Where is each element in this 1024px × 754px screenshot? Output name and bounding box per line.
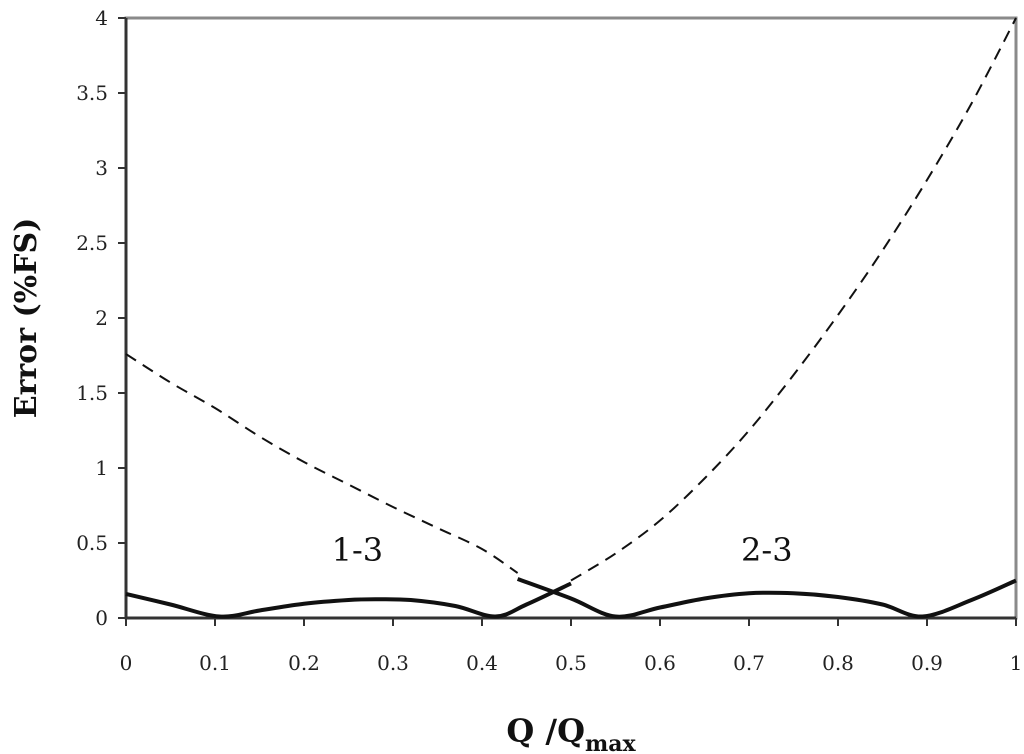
series-layer	[125, 17, 1017, 619]
x-axis-ticks: 0 0.1 0.2 0.3 0.4 0.5 0.6 0.7 0.8 0.9 1	[120, 618, 1023, 675]
y-axis-ticks: 0 0.5 1 1.5 2 2.5 3 3.5 4	[76, 6, 126, 630]
solid-error-curve	[516, 577, 1017, 619]
y-tick-label: 4	[95, 6, 108, 30]
x-tick-label: 0.9	[911, 651, 943, 675]
x-axis-title-subscript: max	[585, 731, 637, 754]
x-tick-label: 0.2	[288, 651, 320, 675]
curve-annotation: 2-3	[741, 531, 793, 569]
x-tick-label: 1	[1010, 651, 1023, 675]
plot-frame	[124, 16, 1018, 620]
x-tick-label: 0.7	[733, 651, 765, 675]
x-tick-label: 0.6	[644, 651, 676, 675]
y-tick-label: 2.5	[76, 231, 108, 255]
x-tick-label: 0.1	[199, 651, 231, 675]
x-tick-label: 0.5	[555, 651, 587, 675]
y-tick-label: 3	[95, 156, 108, 180]
y-tick-label: 1	[95, 456, 108, 480]
x-tick-label: 0.8	[822, 651, 854, 675]
y-tick-label: 0.5	[76, 531, 108, 555]
y-axis-title: Error (%FS)	[9, 218, 44, 419]
y-tick-label: 0	[95, 606, 108, 630]
x-tick-label: 0.3	[377, 651, 409, 675]
x-tick-label: 0.4	[466, 651, 498, 675]
y-tick-label: 2	[95, 306, 108, 330]
curve-annotation: 1-3	[332, 531, 384, 569]
dashed-error-curve	[125, 353, 519, 574]
y-tick-label: 3.5	[76, 81, 108, 105]
x-axis-title-main: Q /Q	[506, 712, 585, 750]
solid-error-curve	[125, 581, 572, 619]
x-axis-title: Q /Qmax	[506, 712, 636, 754]
dashed-error-curve	[570, 17, 1017, 582]
x-tick-label: 0	[120, 651, 133, 675]
y-tick-label: 1.5	[76, 381, 108, 405]
annotation-layer: 1-3 2-3	[332, 531, 793, 569]
